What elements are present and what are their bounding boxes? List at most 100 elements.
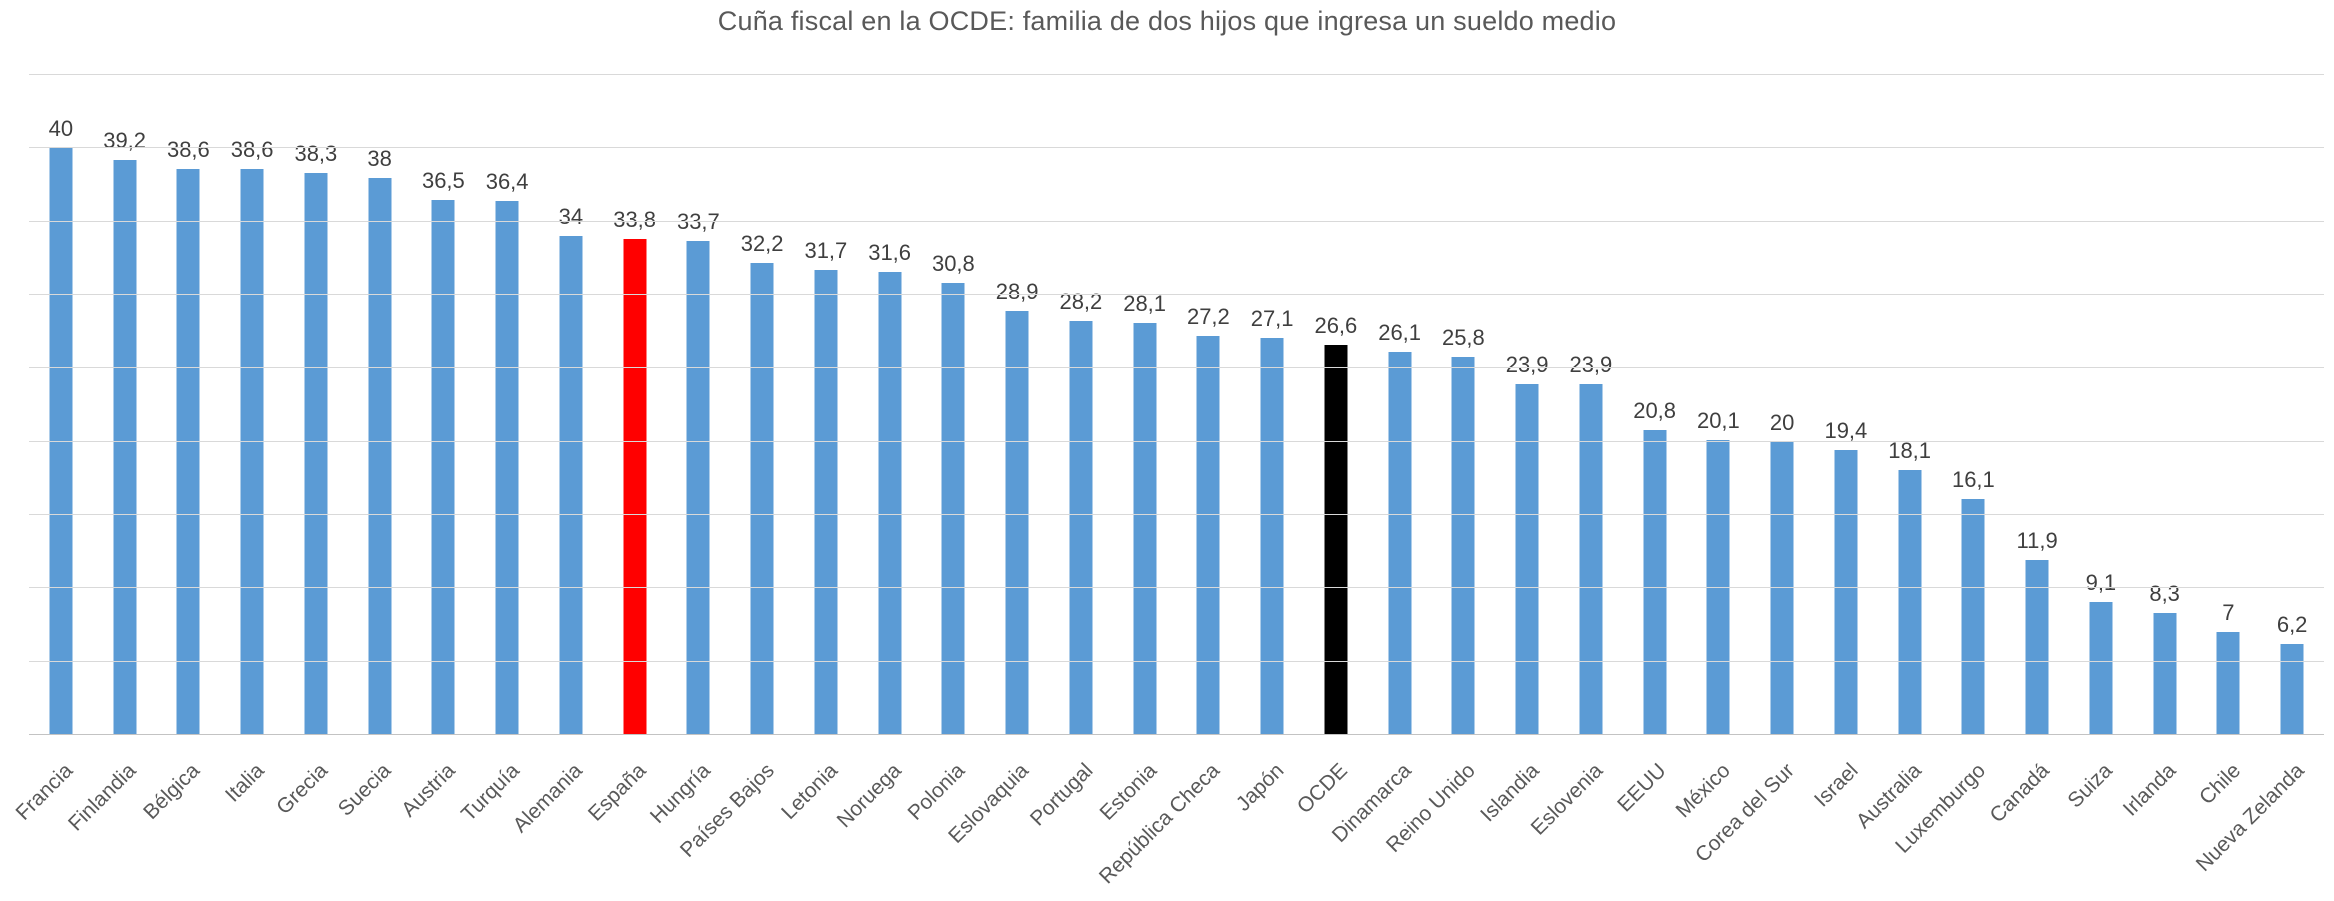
bar: [495, 201, 519, 735]
value-label: 8,3: [2149, 581, 2180, 607]
bar: [1324, 344, 1348, 735]
value-label: 38,3: [294, 141, 338, 167]
bar-group: 27,2 República Checa: [1095, 75, 1241, 888]
bar-series: 40 Francia 39,2 Finlandia 38,6 Bélgica 38,6 Ita…: [11, 75, 2324, 888]
gridline: [29, 367, 2324, 369]
bar: [49, 148, 73, 735]
x-axis-label: Noruega: [832, 759, 906, 833]
bar: [176, 168, 200, 735]
value-label: 36,5: [421, 167, 465, 193]
bar: [2216, 632, 2240, 735]
x-axis-label: Portugal: [1025, 759, 1098, 831]
bar: [1260, 337, 1284, 735]
bar-group: 16,1 Luxemburgo: [1891, 75, 2006, 858]
x-axis-label: España: [584, 759, 651, 826]
x-axis-label: Suecia: [334, 759, 396, 821]
value-label: 30,8: [931, 251, 975, 277]
bar: [750, 262, 774, 735]
bar-group: 40 Francia: [11, 75, 93, 824]
bar: [368, 177, 392, 735]
value-label: 28,1: [1123, 290, 1167, 316]
value-label: 11,9: [2016, 528, 2058, 554]
value-label: 9,1: [2085, 569, 2117, 595]
gridline: [29, 440, 2324, 442]
bar-group: 28,1 Estonia: [1095, 75, 1177, 825]
bar: [2089, 601, 2113, 735]
bar-group: 11,9 Canadá: [1985, 75, 2069, 827]
bar: [623, 239, 647, 735]
bar: [2025, 560, 2049, 735]
bar: [2153, 613, 2177, 735]
gridline: [29, 147, 2324, 149]
bar-group: 6,2 Nueva Zelanda: [2191, 75, 2324, 876]
value-label: 33,8: [613, 207, 657, 233]
x-axis-label: Italia: [220, 759, 269, 807]
value-label: 28,9: [995, 279, 1039, 305]
bar: [113, 160, 137, 735]
bar: [878, 271, 902, 735]
bar-group: 26,1 Dinamarca: [1328, 75, 1432, 847]
bar: [1388, 352, 1412, 735]
bar-group: 23,9 Islandia: [1476, 75, 1559, 826]
bar: [1579, 384, 1603, 735]
bar-group: 30,8 Polonia: [904, 75, 986, 825]
chart-title: Cuña fiscal en la OCDE: familia de dos h…: [717, 6, 1617, 36]
bar-group: 8,3 Irlanda: [2119, 75, 2197, 820]
value-label: 6,2: [2276, 612, 2308, 638]
x-axis-label: Grecia: [272, 759, 333, 820]
bar: [686, 240, 710, 735]
x-axis-label: Suiza: [2063, 759, 2118, 813]
bar-group: 38,6 Italia: [220, 75, 284, 807]
value-label: 25,8: [1441, 324, 1485, 350]
bar: [1451, 356, 1475, 735]
value-label: 20,1: [1696, 408, 1740, 434]
value-label: 34: [558, 204, 584, 230]
bar-group: 38 Suecia: [334, 75, 412, 821]
bar-group: 34 Alemania: [509, 75, 603, 837]
bar: [814, 270, 838, 735]
value-label: 26,6: [1314, 312, 1358, 338]
value-label: 39,2: [103, 128, 147, 154]
x-axis-label: República Checa: [1095, 759, 1225, 889]
bar-group: 28,9 Eslovaquia: [944, 75, 1049, 848]
x-axis-line: [29, 734, 2324, 735]
value-label: 20: [1769, 409, 1795, 435]
x-axis-label: Nueva Zelanda: [2191, 759, 2309, 876]
bar-group: 33,8 España: [584, 75, 667, 825]
value-label: 32,2: [740, 230, 784, 256]
gridline: [29, 514, 2324, 515]
x-axis-label: EEUU: [1613, 759, 1671, 817]
gridline: [29, 587, 2324, 589]
bar-group: 18,1 Australia: [1852, 75, 1942, 833]
bar-group: 32,2 Países Bajos: [675, 75, 794, 862]
bar: [1834, 450, 1858, 735]
gridline: [29, 74, 2324, 75]
bar-group: 26,6 OCDE: [1293, 75, 1368, 818]
x-axis-label: Finlandia: [64, 759, 141, 836]
bar-group: 38,6 Bélgica: [140, 75, 221, 824]
bar-group: 19,4 Israel: [1810, 75, 1878, 811]
bar-group: 36,5 Austria: [397, 75, 476, 822]
bar-group: 27,1 Japón: [1232, 75, 1304, 816]
value-label: 38,6: [230, 136, 274, 162]
x-axis-label: Canadá: [1985, 759, 2054, 828]
value-label: 20,8: [1633, 397, 1677, 423]
bar-group: 38,3 Grecia: [272, 75, 348, 819]
bar-group: 36,4 Turquía: [457, 75, 539, 826]
bar: [1515, 384, 1539, 735]
bar: [1961, 498, 1985, 735]
value-label: 23,9: [1569, 352, 1613, 378]
bar-group: 31,7 Letonia: [777, 75, 858, 824]
plot-area: 40 Francia 39,2 Finlandia 38,6 Bélgica 38,6 Ita…: [11, 74, 2324, 888]
bar: [304, 173, 328, 735]
x-axis-label: Chile: [2194, 759, 2245, 810]
bar: [1069, 321, 1093, 735]
bar-group: 20,1 México: [1671, 75, 1751, 822]
value-label: 31,6: [868, 239, 912, 265]
bar: [1898, 469, 1922, 735]
bar: [1196, 336, 1220, 735]
value-label: 28,2: [1059, 289, 1103, 315]
value-label: 18,1: [1888, 437, 1932, 463]
bar: [1643, 429, 1667, 735]
